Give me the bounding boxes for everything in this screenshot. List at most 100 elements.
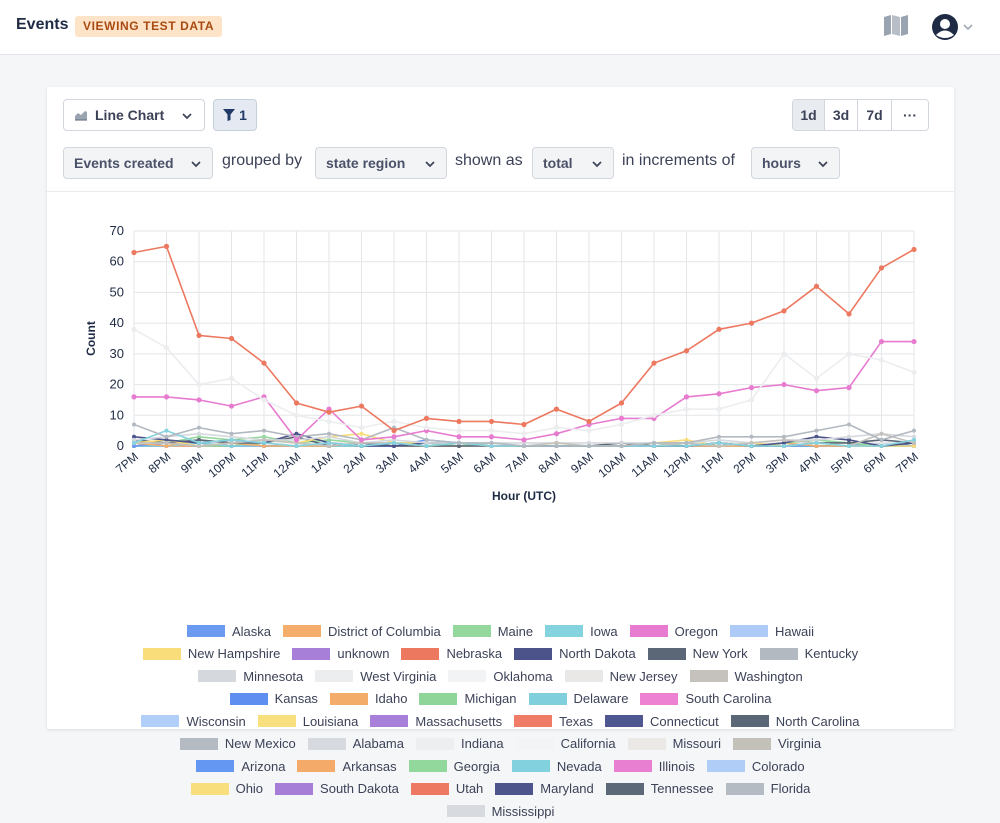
legend-swatch: [629, 625, 668, 638]
data-point: [586, 418, 592, 425]
legend-item[interactable]: Florida: [725, 781, 810, 796]
legend-item[interactable]: unknown: [292, 646, 389, 661]
chart-type-select[interactable]: Line Chart: [63, 99, 205, 131]
range-1d-button[interactable]: 1d: [793, 100, 825, 130]
data-point: [781, 381, 787, 388]
data-point: [228, 403, 235, 409]
legend-item[interactable]: New Hampshire: [142, 646, 280, 661]
book-icon[interactable]: [883, 15, 909, 37]
x-tick-label: 12AM: [270, 450, 303, 481]
legend-item[interactable]: Iowa: [545, 624, 618, 639]
legend-item[interactable]: New York: [647, 646, 748, 661]
legend-item[interactable]: Maine: [452, 624, 533, 639]
legend-item[interactable]: Oklahoma: [448, 669, 553, 684]
legend-label: Missouri: [672, 736, 721, 752]
legend-item[interactable]: New Mexico: [179, 736, 296, 751]
legend-swatch: [416, 737, 454, 750]
legend-item[interactable]: Nevada: [511, 758, 602, 774]
legend-item[interactable]: Kansas: [229, 691, 318, 706]
data-point: [163, 243, 170, 249]
filter-button[interactable]: 1: [213, 99, 257, 131]
legend-swatch: [410, 782, 449, 795]
interval-select[interactable]: hours: [751, 147, 840, 179]
legend-item[interactable]: Texas: [514, 714, 593, 729]
legend-item[interactable]: Nebraska: [401, 646, 502, 661]
legend-item[interactable]: Delaware: [528, 691, 628, 706]
legend-swatch: [179, 737, 218, 750]
chevron-down-icon[interactable]: [962, 21, 974, 33]
legend-item[interactable]: Indiana: [416, 736, 504, 751]
legend-item[interactable]: Maryland: [495, 781, 594, 796]
legend-item[interactable]: Illinois: [613, 759, 695, 774]
legend-label: Nevada: [556, 758, 602, 774]
legend-swatch: [315, 670, 354, 683]
legend-swatch: [732, 737, 771, 750]
grouped-by-text: grouped by: [222, 152, 303, 169]
legend-item[interactable]: Louisiana: [257, 714, 358, 729]
legend-row: Mississippi: [47, 800, 954, 823]
legend-item[interactable]: Idaho: [329, 691, 408, 707]
legend-item[interactable]: Arkansas: [297, 759, 397, 774]
legend-label: North Carolina: [775, 713, 860, 729]
data-point: [197, 444, 201, 448]
filter-icon: [223, 109, 236, 121]
legend-label: Georgia: [453, 758, 500, 774]
legend-item[interactable]: Utah: [410, 781, 483, 796]
legend-item[interactable]: District of Columbia: [283, 624, 441, 639]
data-point: [847, 440, 851, 445]
legend-item[interactable]: Colorado: [706, 759, 805, 774]
data-point: [131, 326, 137, 332]
legend-item[interactable]: Georgia: [408, 758, 500, 774]
legend-item[interactable]: Virginia: [732, 736, 821, 751]
user-avatar-icon[interactable]: [931, 13, 959, 41]
legend-item[interactable]: Arizona: [196, 759, 285, 774]
data-point: [781, 308, 787, 314]
legend-item[interactable]: New Jersey: [564, 669, 678, 684]
data-point: [327, 434, 331, 439]
legend-item[interactable]: Oregon: [629, 624, 718, 639]
x-tick-label: 5AM: [438, 450, 466, 477]
legend-item[interactable]: Mississippi: [446, 804, 554, 819]
legend-item[interactable]: Alaska: [186, 624, 271, 639]
y-tick-label: 0: [117, 438, 124, 453]
data-point: [163, 345, 170, 351]
data-point: [879, 437, 884, 442]
more-options-button[interactable]: ···: [892, 100, 928, 130]
group-select[interactable]: state region: [315, 147, 447, 179]
legend-item[interactable]: Hawaii: [729, 624, 814, 639]
legend-item[interactable]: Alabama: [307, 736, 404, 751]
data-point: [846, 385, 852, 391]
legend-item[interactable]: Missouri: [627, 736, 721, 752]
legend-item[interactable]: South Dakota: [275, 781, 399, 796]
data-point: [423, 415, 430, 421]
legend-label: Wisconsin: [186, 713, 246, 729]
data-point: [294, 444, 299, 448]
data-point: [294, 431, 299, 436]
legend-item[interactable]: California: [515, 736, 616, 751]
legend-item[interactable]: North Dakota: [514, 646, 636, 661]
legend-item[interactable]: Wisconsin: [141, 713, 246, 729]
legend-item[interactable]: Minnesota: [198, 669, 303, 684]
legend-item[interactable]: Kentucky: [759, 646, 858, 661]
legend-item[interactable]: Michigan: [419, 691, 517, 706]
legend-item[interactable]: Connecticut: [605, 714, 719, 729]
legend-label: West Virginia: [360, 668, 437, 684]
legend-label: Idaho: [374, 691, 408, 707]
x-tick-label: 3PM: [763, 450, 791, 477]
legend-item[interactable]: Washington: [689, 669, 803, 684]
data-point: [878, 338, 885, 345]
legend-item[interactable]: Ohio: [190, 781, 263, 796]
legend-item[interactable]: South Carolina: [640, 691, 771, 706]
legend-item[interactable]: Massachusetts: [370, 714, 502, 729]
data-point: [683, 394, 690, 400]
data-point: [457, 444, 461, 448]
range-7d-button[interactable]: 7d: [858, 100, 892, 130]
data-point: [196, 381, 202, 388]
legend-item[interactable]: Tennessee: [605, 781, 714, 796]
legend-item[interactable]: North Carolina: [730, 713, 860, 729]
aggregation-select[interactable]: total: [532, 147, 614, 179]
legend-item[interactable]: West Virginia: [315, 669, 436, 684]
range-3d-button[interactable]: 3d: [825, 100, 858, 130]
metric-select[interactable]: Events created: [63, 147, 213, 179]
data-point: [262, 428, 266, 433]
